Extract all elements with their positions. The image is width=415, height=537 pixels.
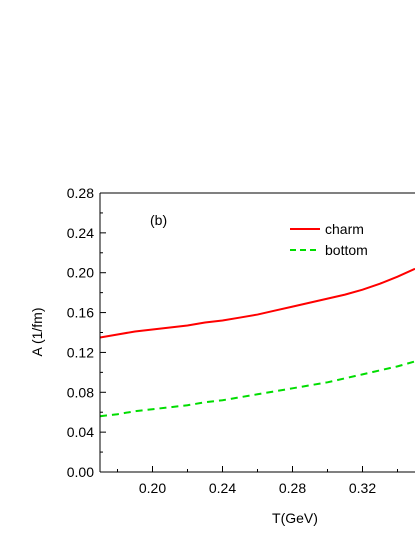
x-tick-label: 0.20 [139, 480, 166, 496]
y-axis-title: A (1/fm) [29, 307, 45, 356]
y-tick-label: 0.08 [67, 384, 94, 400]
y-tick-label: 0.24 [67, 225, 94, 241]
x-tick-label: 0.32 [349, 480, 376, 496]
y-tick-label: 0.04 [67, 424, 94, 440]
panel-label: (b) [150, 212, 167, 228]
y-tick-label: 0.28 [67, 185, 94, 201]
series-layer [100, 267, 415, 418]
axis-ticks: 0.00 0.04 0.08 0.12 0.16 0.20 0.24 0.28 0.20 0.24… [67, 185, 398, 496]
legend-label-bottom: bottom [325, 242, 368, 258]
series-line-charm [100, 267, 415, 339]
series-line-bottom [100, 360, 415, 418]
y-tick-label: 0.12 [67, 344, 94, 360]
legend-label-charm: charm [325, 221, 364, 237]
y-tick-label: 0.20 [67, 265, 94, 281]
x-tick-label: 0.28 [279, 480, 306, 496]
y-tick-label: 0.16 [67, 305, 94, 321]
x-axis-title: T(GeV) [272, 510, 318, 526]
y-tick-label: 0.00 [67, 464, 94, 480]
x-tick-label: 0.24 [209, 480, 236, 496]
legend: charm bottom [290, 221, 368, 258]
